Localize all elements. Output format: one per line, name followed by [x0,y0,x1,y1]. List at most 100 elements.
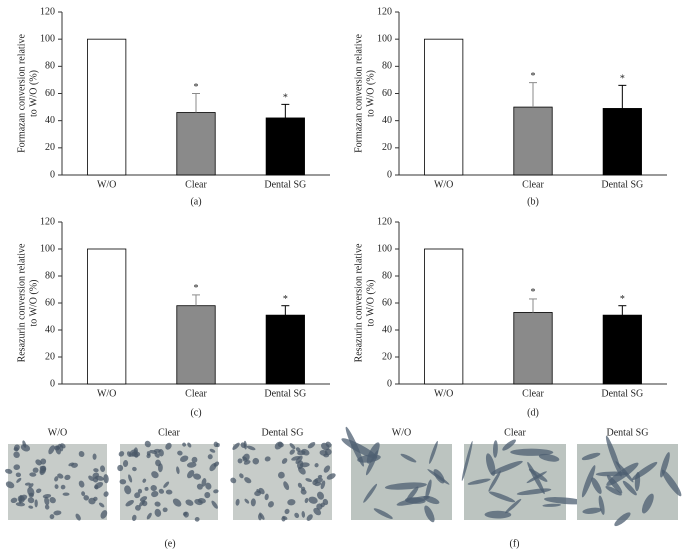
cell [53,510,62,516]
cell [244,498,250,504]
cell [15,472,22,478]
cell [297,460,304,470]
cell [641,493,654,514]
panel-label: (a) [190,196,201,207]
cell [516,488,552,496]
panel-label: (d) [527,407,539,418]
cell [213,441,219,448]
cell [322,498,329,506]
y-tick-label: 60 [45,297,55,308]
cell [137,488,143,494]
cell [142,478,147,483]
significance-mark: * [620,74,625,85]
cell [54,476,59,482]
micrograph-label: W/O [48,427,67,438]
cell [605,485,622,496]
cell [125,500,134,507]
cell [29,472,37,477]
cell [193,473,202,480]
cell [357,454,381,463]
cell [425,479,432,499]
cell [308,496,318,504]
cell [492,440,498,458]
cell [242,453,250,462]
y-tick-label: 40 [382,324,392,335]
x-tick-label: Dental SG [264,179,306,190]
bar [424,38,464,176]
cell [230,477,237,484]
cell [543,497,586,505]
cell [95,475,105,481]
x-tick-label: Clear [522,179,544,190]
cell [131,514,137,522]
cell [185,499,194,506]
y-tick-label: 100 [377,33,392,44]
cell [154,501,161,507]
y-tick-label: 120 [377,6,392,17]
cell [488,470,501,492]
x-tick-label: W/O [97,179,116,190]
cell [400,453,417,463]
micrograph [8,444,107,520]
cell [100,510,108,519]
cell [254,490,262,497]
y-tick-label: 0 [387,169,392,180]
cell [149,449,158,454]
x-tick-label: W/O [97,388,116,399]
bar [602,108,642,176]
cell [240,442,247,449]
cell [237,458,243,464]
y-tick-label: 120 [40,216,55,227]
cell [582,507,602,514]
cell [94,484,99,490]
cell [144,440,151,448]
cell [307,442,316,449]
cell [281,458,288,464]
cell [305,478,313,483]
cell [154,452,160,458]
cell [502,439,516,451]
cell [128,474,133,483]
cell [304,497,309,504]
cell [429,440,438,464]
cell [341,438,378,459]
cell [314,482,322,487]
cell [93,468,99,473]
cell [183,511,189,518]
bar [265,314,305,385]
cell [35,459,42,466]
cell [528,468,548,482]
cell [16,477,22,483]
cell [325,441,332,448]
cell [235,498,240,506]
cell [373,508,393,519]
cell [60,484,66,490]
cell [78,451,85,458]
y-tick-label: 20 [45,351,55,362]
panel-label: (e) [164,538,175,549]
cell [461,440,473,482]
cell [92,453,97,460]
cell [314,463,319,468]
cell [196,483,203,490]
cell [158,449,164,457]
cell [246,445,256,451]
bar [87,38,127,176]
significance-mark: * [283,294,288,305]
cell [295,447,301,453]
cell [211,500,218,509]
y-tick-label: 0 [387,378,392,389]
cell [264,456,271,462]
y-tick-label: 100 [377,243,392,254]
y-axis-label: Formazan conversion relative [16,34,27,153]
cell [5,468,13,474]
bar [513,106,553,176]
cell [277,442,284,448]
cell [284,508,290,515]
cell [213,489,219,494]
cell [306,514,313,521]
micrograph-label: Dental SG [607,427,649,438]
cell [191,456,198,463]
cell [485,453,496,476]
